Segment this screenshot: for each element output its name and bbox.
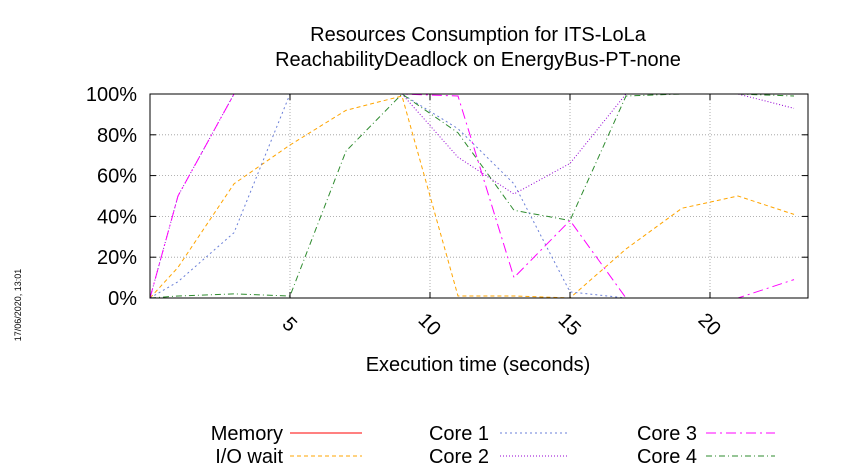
x-tick-label: 10 [414, 309, 445, 340]
series-line-i-o-wait [149, 95, 795, 299]
y-tick-label: 60% [97, 166, 137, 188]
legend-label: Core 2 [429, 446, 489, 468]
series-line-core-2 [149, 93, 795, 299]
legend-label: Core 4 [637, 446, 697, 468]
chart-title-line-1: Resources Consumption for ITS-LoLa [310, 24, 647, 46]
legend-label: I/O wait [215, 446, 283, 468]
legend-label: Core 1 [429, 423, 489, 445]
x-tick-label: 15 [554, 309, 585, 340]
series-line-core-4 [149, 93, 795, 299]
y-tick-label: 80% [97, 125, 137, 147]
y-tick-label: 0% [108, 288, 137, 310]
chart-title-line-2: ReachabilityDeadlock on EnergyBus-PT-non… [275, 49, 681, 71]
plot-frame [149, 93, 809, 299]
legend-label: Core 3 [637, 423, 697, 445]
x-tick-label: 5 [278, 313, 301, 336]
y-axis-ticks: 0% 20% 40% 60% 80% 100% [86, 84, 808, 310]
y-tick-label: 100% [86, 84, 137, 106]
legend-label: Memory [211, 423, 283, 445]
series-lines [149, 93, 795, 299]
y-tick-label: 40% [97, 206, 137, 228]
x-axis-ticks: 5 10 15 20 [278, 94, 725, 340]
series-line-core-1 [149, 93, 794, 299]
x-tick-label: 20 [694, 309, 725, 340]
series-line-core-3 [149, 93, 795, 299]
x-axis-label: Execution time (seconds) [366, 354, 591, 376]
timestamp-stamp: 17/06/2020, 13:01 [13, 269, 23, 342]
y-tick-label: 20% [97, 247, 137, 269]
